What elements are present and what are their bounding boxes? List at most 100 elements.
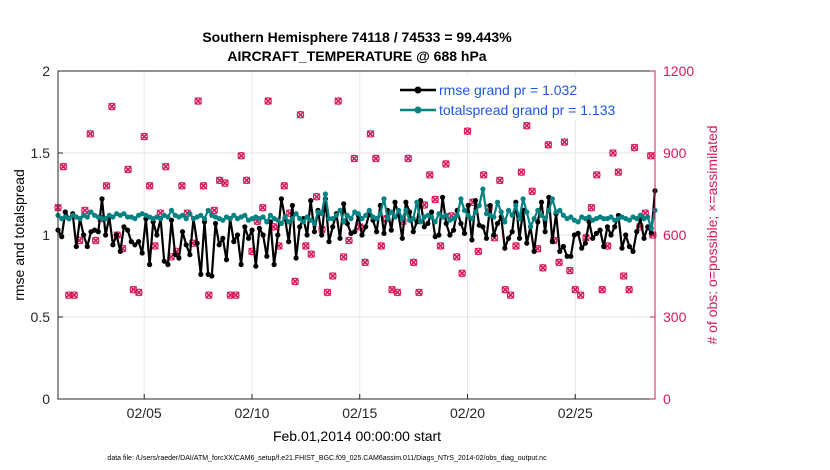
obs-possible-marker [307, 250, 316, 258]
rmse-point [487, 202, 493, 209]
series-lines [55, 186, 658, 279]
obs-possible-marker [140, 132, 149, 141]
y-right-tick-label: 0 [663, 391, 671, 407]
chart-title-line1: Southern Hemisphere 74118 / 74533 = 99.4… [202, 29, 512, 45]
legend-label-spread: totalspread grand pr = 1.133 [439, 102, 616, 118]
rmse-point [388, 227, 394, 233]
rmse-point [176, 255, 182, 261]
rmse-point [179, 229, 186, 235]
rmse-point [564, 253, 570, 259]
obs-possible-marker [560, 138, 569, 146]
obs-possible-marker [479, 171, 488, 179]
rmse-point [234, 232, 241, 238]
obs-possible-marker [366, 130, 375, 138]
totalspread-point [494, 199, 501, 205]
chart-title-line2: AIRCRAFT_TEMPERATURE @ 688 hPa [227, 48, 486, 64]
obs-assimilated-marker [458, 269, 466, 278]
totalspread-point [575, 219, 581, 225]
obs-assimilated-marker [528, 187, 536, 196]
rmse-point [641, 235, 647, 241]
totalspread-point [110, 214, 116, 220]
obs-possible-marker [625, 285, 633, 294]
totalspread-point [432, 219, 438, 225]
obs-assimilated-marker [517, 168, 526, 176]
obs-possible-marker [361, 258, 369, 267]
totalspread-point [458, 196, 464, 202]
y-tick-label: 0.5 [31, 309, 51, 325]
rmse-point [81, 232, 87, 238]
totalspread-point [289, 216, 295, 222]
rmse-point [491, 232, 497, 238]
totalspread-point [264, 219, 270, 225]
obs-assimilated-marker [452, 253, 461, 261]
obs-possible-marker [528, 187, 536, 196]
totalspread-point [491, 214, 497, 220]
totalspread-point [344, 212, 350, 218]
obs-possible-marker [328, 272, 337, 280]
obs-assimilated-marker [587, 203, 596, 212]
legend-marker-rmse [414, 86, 422, 94]
totalspread-point [198, 212, 204, 218]
rmse-point [223, 257, 230, 263]
totalspread-point [220, 217, 226, 223]
obs-possible-marker [372, 154, 380, 163]
obs-possible-marker [161, 162, 170, 171]
rmse-point [612, 224, 618, 230]
totalspread-point [454, 212, 460, 218]
obs-assimilated-marker [393, 288, 402, 297]
rmse-point [509, 229, 515, 235]
obs-assimilated-marker [571, 285, 580, 294]
totalspread-point [227, 216, 233, 222]
totalspread-point [560, 212, 567, 218]
totalspread-point [311, 220, 317, 227]
obs-assimilated-marker [463, 127, 472, 135]
obs-assimilated-marker [619, 272, 628, 280]
obs-assimilated-marker [630, 143, 639, 152]
obs-assimilated-marker [479, 171, 488, 179]
totalspread-point [183, 216, 189, 222]
obs-assimilated-marker [366, 130, 375, 138]
rmse-point [414, 219, 420, 225]
obs-assimilated-marker [544, 141, 553, 149]
totalspread-point [326, 216, 332, 222]
rmse-point [165, 261, 171, 268]
legend-marker-spread [414, 106, 422, 114]
obs-possible-marker [323, 288, 332, 297]
totalspread-point [549, 196, 556, 202]
obs-assimilated-marker [377, 242, 386, 250]
totalspread-point [201, 216, 208, 222]
obs-assimilated-marker [91, 236, 100, 245]
totalspread-point [557, 207, 563, 213]
obs-assimilated-marker [296, 110, 305, 119]
rmse-point [359, 232, 365, 238]
obs-possible-marker [566, 266, 574, 275]
totalspread-point [513, 202, 519, 209]
obs-assimilated-marker [431, 195, 439, 204]
totalspread-point [275, 217, 281, 223]
obs-assimilated-marker [474, 247, 483, 256]
obs-possible-marker [474, 247, 483, 256]
obs-possible-marker [280, 182, 289, 190]
obs-assimilated-marker [426, 171, 434, 179]
rmse-point [161, 258, 167, 264]
rmse-point [623, 232, 629, 238]
rmse-point [560, 243, 567, 250]
rmse-point [472, 198, 479, 204]
obs-possible-marker [296, 110, 305, 119]
obs-possible-marker [145, 182, 154, 190]
totalspread-point [121, 211, 127, 217]
obs-possible-marker [393, 288, 402, 297]
y-axis-left: 0 0.5 1 1.5 2 [31, 63, 63, 407]
rmse-point [579, 245, 585, 251]
rmse-line [57, 190, 657, 278]
obs-possible-marker [312, 192, 321, 201]
rmse-point [172, 252, 178, 258]
obs-assimilated-marker [210, 206, 219, 215]
obs-assimilated-marker [415, 288, 423, 297]
totalspread-point [366, 207, 372, 213]
obs-possible-marker [178, 182, 186, 190]
obs-assimilated-marker [145, 182, 154, 190]
totalspread-point [601, 216, 607, 222]
totalspread-point [260, 214, 266, 220]
obs-assimilated-marker [506, 291, 515, 299]
